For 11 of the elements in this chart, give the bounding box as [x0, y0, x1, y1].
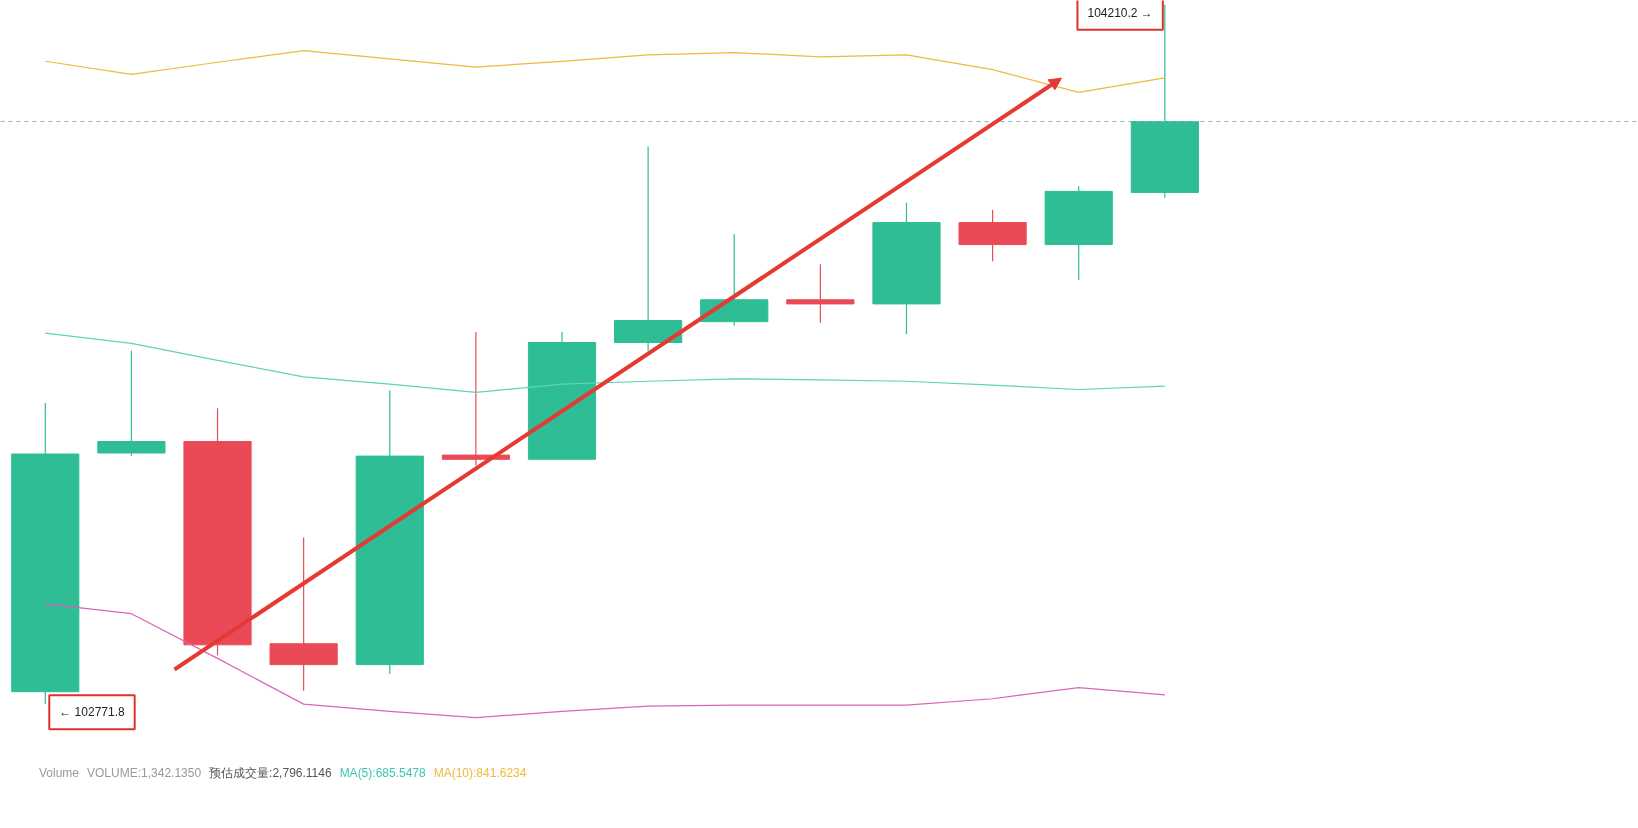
candlestick: [786, 263, 855, 324]
candlestick: [97, 350, 166, 457]
candlestick: [614, 145, 683, 352]
annotation: 104210.2 →: [1087, 5, 1153, 20]
text: 预估成交量:2,796.1146: [209, 766, 332, 780]
text: MA(5):685.5478: [339, 766, 426, 780]
candlestick: [441, 331, 510, 467]
text: ← 102771.8: [59, 705, 125, 720]
text: MA(10):841.6234: [433, 766, 527, 780]
text: Volume: [39, 766, 80, 780]
text: VOLUME:1,342.1350: [87, 766, 202, 780]
